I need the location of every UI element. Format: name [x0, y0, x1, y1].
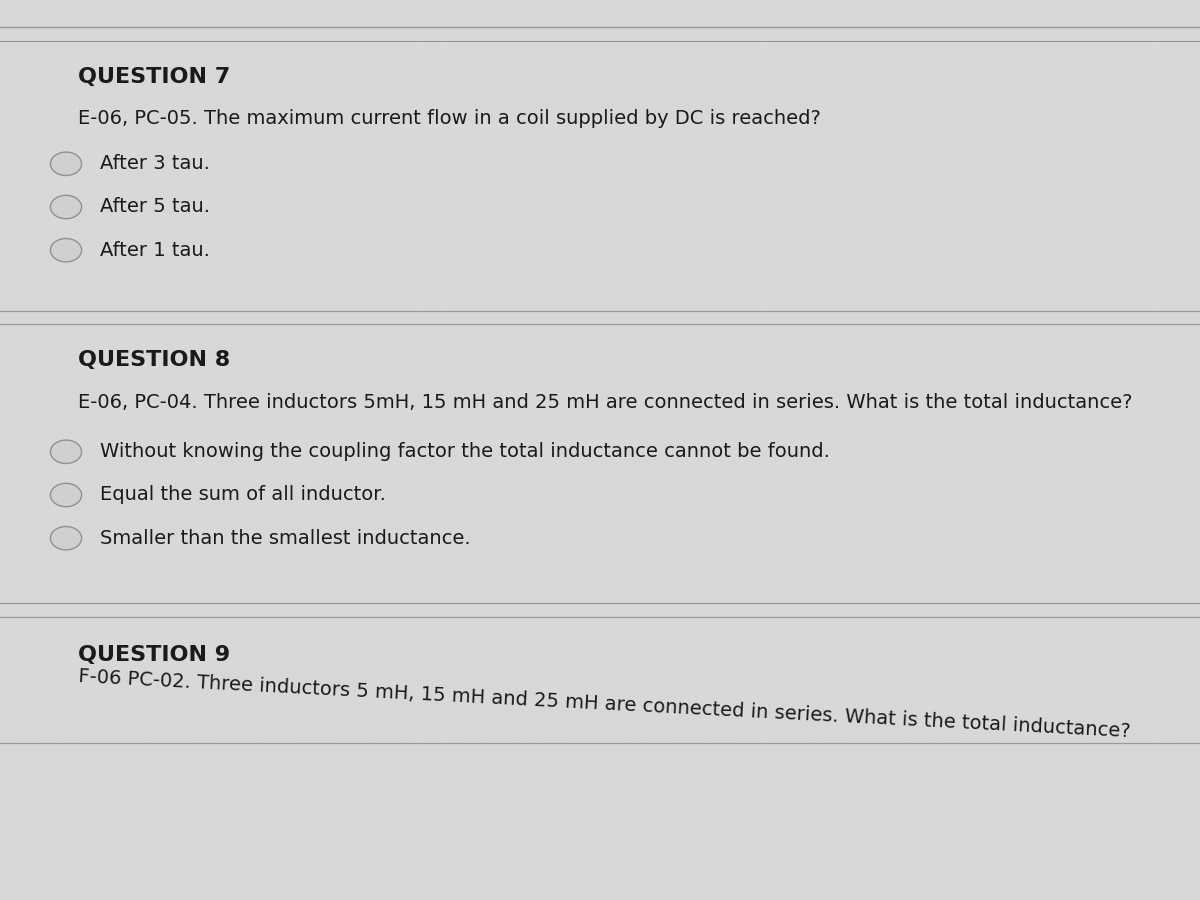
Text: QUESTION 8: QUESTION 8: [78, 350, 230, 370]
Text: E-06, PC-05. The maximum current flow in a coil supplied by DC is reached?: E-06, PC-05. The maximum current flow in…: [78, 109, 821, 129]
Text: After 5 tau.: After 5 tau.: [100, 197, 210, 217]
Circle shape: [50, 152, 82, 176]
Circle shape: [50, 238, 82, 262]
Circle shape: [50, 195, 82, 219]
Text: QUESTION 9: QUESTION 9: [78, 645, 230, 665]
Text: Equal the sum of all inductor.: Equal the sum of all inductor.: [100, 485, 385, 505]
Circle shape: [50, 526, 82, 550]
Text: QUESTION 7: QUESTION 7: [78, 67, 230, 86]
Text: E-06, PC-04. Three inductors 5mH, 15 mH and 25 mH are connected in series. What : E-06, PC-04. Three inductors 5mH, 15 mH …: [78, 392, 1133, 412]
Text: Smaller than the smallest inductance.: Smaller than the smallest inductance.: [100, 528, 470, 548]
Circle shape: [50, 483, 82, 507]
Text: Without knowing the coupling factor the total inductance cannot be found.: Without knowing the coupling factor the …: [100, 442, 829, 462]
Text: F-06 PC-02. Three inductors 5 mH, 15 mH and 25 mH are connected in series. What : F-06 PC-02. Three inductors 5 mH, 15 mH …: [78, 667, 1132, 741]
Text: After 3 tau.: After 3 tau.: [100, 154, 210, 174]
Circle shape: [50, 440, 82, 464]
Text: After 1 tau.: After 1 tau.: [100, 240, 210, 260]
